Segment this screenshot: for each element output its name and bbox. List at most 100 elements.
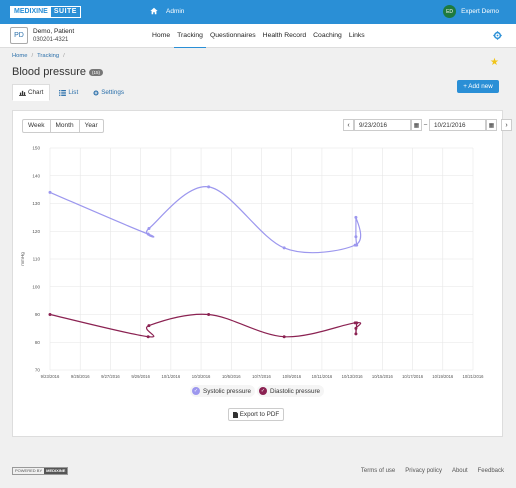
file-icon (232, 411, 238, 418)
tab-settings[interactable]: Settings (87, 84, 130, 101)
check-icon: ✓ (259, 387, 267, 395)
calendar-to-icon[interactable]: ▦ (486, 119, 497, 131)
page-title-text: Blood pressure (12, 66, 86, 78)
patient-avatar[interactable]: PD (10, 27, 28, 44)
x-tick-label: 9/25/2016 (71, 374, 90, 379)
list-icon (59, 89, 67, 96)
breadcrumb-separator: / (31, 53, 34, 59)
logo-text-main: MEDIXINE (11, 7, 51, 17)
date-from-value: 9/23/2016 (359, 121, 388, 129)
y-tick-label: 100 (32, 284, 40, 289)
export-pdf-button[interactable]: Export to PDF (228, 408, 284, 421)
data-point (146, 232, 150, 236)
x-tick-label: 10/1/2016 (162, 374, 181, 379)
x-tick-label: 9/29/2016 (131, 374, 150, 379)
breadcrumb-home[interactable]: Home (12, 53, 28, 59)
bar-chart-icon (19, 90, 26, 96)
previous-period-button[interactable]: ‹ (343, 119, 354, 131)
range-week-button[interactable]: Week (23, 120, 51, 132)
tab-chart-label: Chart (28, 89, 44, 96)
data-point (146, 335, 150, 339)
logo-text-suite: SUITE (53, 8, 77, 15)
medixine-logo[interactable]: MEDIXINE SUITE (10, 6, 81, 18)
powered-by-text: POWERED BY (15, 468, 43, 473)
y-tick-label: 130 (32, 201, 40, 206)
admin-label: Admin (166, 7, 185, 15)
x-tick-label: 9/23/2016 (41, 374, 60, 379)
patient-name: Demo, Patient (33, 28, 75, 35)
footer-links: Terms of use Privacy policy About Feedba… (361, 468, 504, 474)
data-point (147, 226, 151, 230)
powered-by-brand: MEDIXINE (44, 468, 68, 474)
x-tick-label: 10/3/2016 (192, 374, 211, 379)
legend-systolic[interactable]: ✓ Systolic pressure (190, 385, 255, 397)
tab-settings-label: Settings (101, 89, 124, 96)
date-separator: – (423, 122, 428, 128)
nav-health-record[interactable]: Health Record (262, 32, 307, 39)
data-point (207, 185, 211, 189)
next-period-button[interactable]: › (501, 119, 512, 131)
nav-coaching[interactable]: Coaching (313, 32, 342, 39)
nav-questionnaires[interactable]: Questionnaires (209, 32, 256, 39)
data-point (355, 243, 359, 247)
range-year-button[interactable]: Year (84, 122, 98, 129)
y-tick-label: 70 (35, 368, 41, 373)
x-tick-label: 10/13/2016 (342, 374, 364, 379)
check-icon: ✓ (192, 387, 200, 395)
home-icon (150, 7, 158, 15)
tab-list-label: List (68, 89, 79, 96)
admin-link[interactable]: Admin (150, 7, 184, 15)
x-tick-label: 10/17/2016 (402, 374, 424, 379)
favorite-star-icon[interactable]: ★ (490, 57, 499, 68)
series-line (49, 186, 362, 254)
calendar-from-icon[interactable]: ▦ (411, 119, 422, 131)
chart-panel (12, 110, 503, 437)
top-bar: MEDIXINE SUITE Admin ED Expert Demo (0, 0, 516, 24)
user-name: Expert Demo (461, 8, 499, 15)
y-tick-label: 150 (32, 146, 40, 151)
y-tick-label: 110 (33, 257, 41, 262)
y-tick-label: 120 (32, 229, 40, 234)
data-point (147, 324, 151, 328)
range-button-group: Week Month Year (22, 119, 104, 133)
y-tick-label: 140 (32, 173, 40, 178)
powered-by-logo[interactable]: POWERED BY MEDIXINE (12, 467, 69, 475)
tab-chart[interactable]: Chart (12, 84, 51, 101)
breadcrumb: Home / Tracking / (12, 53, 65, 59)
date-to-input[interactable]: 10/21/2016 (429, 119, 486, 131)
legend-diastolic-label: Diastolic pressure (270, 387, 321, 395)
data-point (355, 321, 359, 325)
date-from-input[interactable]: 9/23/2016 (354, 119, 411, 131)
x-tick-label: 10/21/2016 (463, 374, 485, 379)
footer-about-link[interactable]: About (451, 468, 468, 474)
nav-home[interactable]: Home (152, 32, 171, 39)
x-tick-label: 9/27/2016 (101, 374, 120, 379)
date-to-value: 10/21/2016 (434, 121, 466, 129)
data-point (354, 215, 358, 219)
footer-privacy-link[interactable]: Privacy policy (405, 468, 442, 474)
y-axis-label: mmHg (20, 252, 25, 266)
nav-tracking[interactable]: Tracking (174, 24, 206, 48)
data-point (354, 235, 358, 239)
x-tick-label: 10/7/2016 (252, 374, 271, 379)
legend-diastolic[interactable]: ✓ Diastolic pressure (257, 385, 325, 397)
y-tick-label: 90 (35, 312, 41, 317)
add-new-button[interactable]: + Add new (457, 80, 499, 93)
count-badge: (15) (89, 68, 104, 76)
tab-list[interactable]: List (53, 84, 84, 101)
user-menu[interactable]: ED Expert Demo (443, 5, 499, 18)
settings-gear-icon[interactable] (493, 31, 502, 40)
x-tick-label: 10/9/2016 (282, 374, 301, 379)
breadcrumb-tracking[interactable]: Tracking (37, 53, 60, 59)
footer-feedback-link[interactable]: Feedback (477, 468, 504, 474)
data-point (282, 335, 286, 339)
range-month-button[interactable]: Month (51, 120, 80, 132)
data-point (354, 326, 358, 330)
date-range-picker: ‹ 9/23/2016 ▦ – 10/21/2016 ▦ › (343, 119, 512, 131)
avatar: ED (443, 5, 457, 18)
data-point (354, 332, 358, 336)
export-pdf-label: Export to PDF (239, 411, 280, 418)
footer-terms-link[interactable]: Terms of use (360, 468, 396, 474)
nav-links[interactable]: Links (348, 32, 365, 39)
